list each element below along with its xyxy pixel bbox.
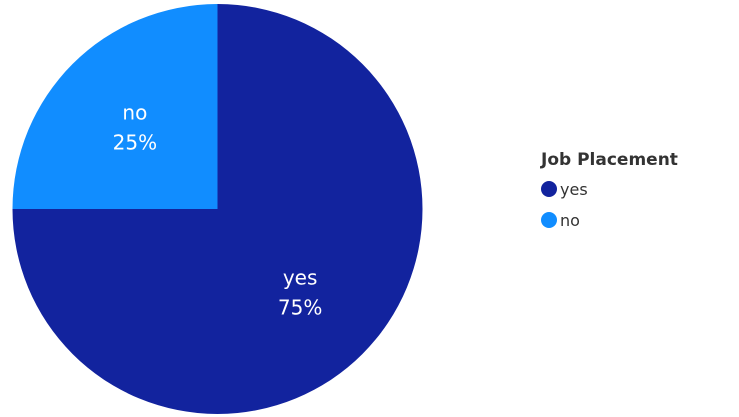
slice-percent-no: 25%	[113, 130, 157, 154]
legend: Job Placement yes no	[541, 145, 678, 237]
legend-title: Job Placement	[541, 150, 678, 170]
legend-swatch-no	[541, 212, 557, 228]
slice-label-no: no	[122, 100, 147, 124]
legend-label-no: no	[560, 210, 580, 230]
slice-percent-yes: 75%	[278, 296, 322, 320]
legend-item-no[interactable]: no	[541, 206, 678, 234]
pie-slice-no[interactable]	[12, 4, 218, 209]
legend-label-yes: yes	[560, 179, 588, 199]
legend-swatch-yes	[541, 181, 557, 197]
slice-label-yes: yes	[283, 266, 318, 290]
legend-item-yes[interactable]: yes	[541, 175, 678, 203]
